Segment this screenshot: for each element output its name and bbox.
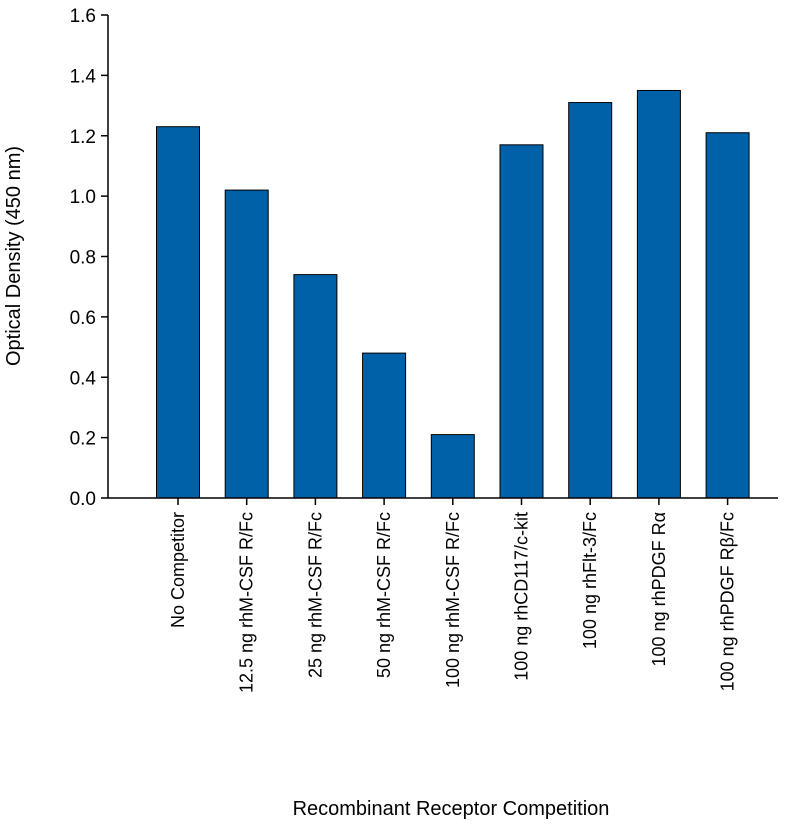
y-tick-label: 0.8 — [70, 248, 96, 269]
x-category-label: 12.5 ng rhM-CSF R/Fc — [237, 512, 257, 693]
x-category-label: 100 ng rhFlt-3/Fc — [580, 512, 600, 649]
x-category-label: 100 ng rhM-CSF R/Fc — [443, 512, 463, 688]
y-axis-ticks: 0.0 0.2 0.4 0.6 0.8 1.0 1.2 1.4 1.6 — [70, 6, 108, 510]
bar — [224, 189, 269, 499]
x-axis-title: Recombinant Receptor Competition — [293, 798, 610, 820]
bar — [362, 352, 407, 499]
y-tick-label: 1.4 — [70, 66, 97, 87]
bar — [430, 434, 475, 499]
x-category-label: 25 ng rhM-CSF R/Fc — [305, 512, 325, 678]
y-tick-label: 1.2 — [70, 127, 96, 148]
y-tick-label: 0.6 — [70, 308, 96, 329]
bar — [499, 144, 544, 499]
bar — [293, 274, 338, 499]
x-category-label: 100 ng rhPDGF Rα — [649, 512, 669, 666]
bar — [568, 102, 613, 499]
bar — [636, 89, 681, 499]
x-axis-ticks: No Competitor 12.5 ng rhM-CSF R/Fc 25 ng r… — [168, 498, 738, 693]
y-tick-label: 0.0 — [70, 489, 96, 510]
bars-group — [156, 89, 750, 499]
x-category-label: 100 ng rhPDGF Rβ/Fc — [718, 512, 738, 691]
x-category-label: 100 ng rhCD117/c-kit — [512, 512, 532, 681]
y-tick-label: 1.0 — [70, 187, 96, 208]
x-category-label: No Competitor — [168, 512, 188, 628]
y-axis-title: Optical Density (450 nm) — [3, 146, 25, 366]
y-tick-label: 1.6 — [70, 6, 96, 27]
y-tick-label: 0.4 — [70, 368, 97, 389]
y-tick-label: 0.2 — [70, 429, 96, 450]
bar — [156, 126, 200, 499]
x-category-label: 50 ng rhM-CSF R/Fc — [374, 512, 394, 678]
bar — [705, 132, 750, 499]
